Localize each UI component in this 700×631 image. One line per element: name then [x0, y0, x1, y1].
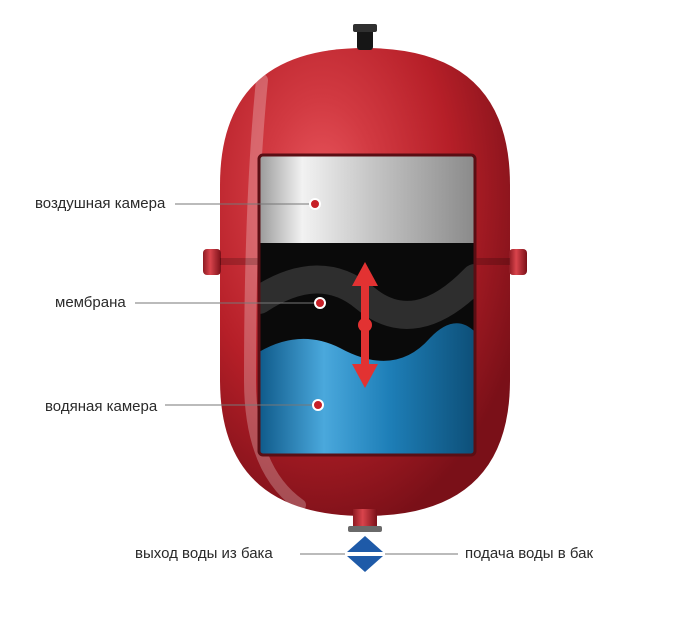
label-air-chamber: воздушная камера	[35, 195, 165, 212]
expansion-tank-diagram	[0, 0, 700, 631]
air-chamber-region	[259, 155, 475, 243]
label-water-out: выход воды из бака	[135, 545, 273, 562]
label-water-in: подача воды в бак	[465, 545, 593, 562]
valve-icon	[347, 536, 383, 572]
label-water-chamber: водяная камера	[45, 398, 157, 415]
label-membrane: мембрана	[55, 294, 126, 311]
